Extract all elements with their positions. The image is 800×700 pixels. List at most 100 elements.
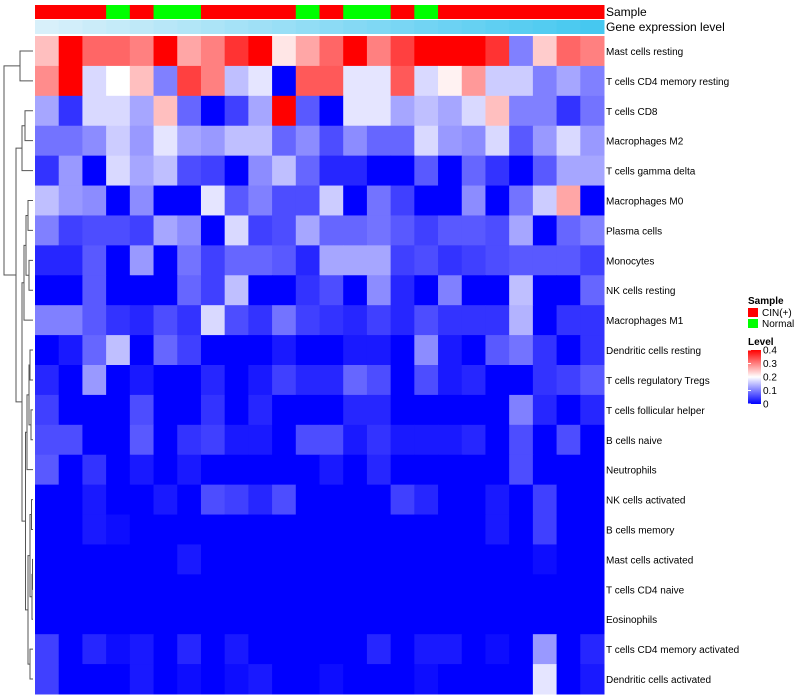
heatmap-cell	[414, 634, 439, 665]
heatmap-cell	[580, 155, 605, 187]
heatmap-cell	[580, 245, 605, 276]
heatmap-cell	[390, 36, 415, 67]
heatmap-cell	[129, 36, 155, 67]
row-label: T cells CD8	[606, 107, 658, 118]
heatmap-cell	[272, 365, 297, 396]
heatmap-cell	[461, 215, 486, 246]
heatmap-cell	[414, 394, 439, 426]
gene-expression-annotation-cell	[295, 20, 320, 34]
heatmap-cell	[319, 305, 344, 336]
heatmap-cell	[177, 664, 202, 695]
heatmap-cell	[319, 275, 344, 306]
heatmap-cell	[485, 335, 510, 366]
heatmap-cell	[509, 245, 534, 276]
heatmap-cell	[509, 394, 534, 426]
heatmap-cell	[106, 424, 131, 456]
heatmap-cell	[556, 454, 581, 486]
heatmap-cell	[35, 65, 60, 97]
heatmap-cell	[200, 335, 226, 366]
heatmap-cell	[224, 215, 249, 246]
heatmap-cell	[177, 514, 202, 545]
heatmap-cell	[556, 634, 581, 665]
dendrogram-branch	[28, 259, 33, 291]
heatmap-cell	[272, 125, 297, 157]
heatmap-cell	[248, 604, 273, 635]
heatmap-cell	[438, 634, 463, 665]
row-label: Plasma cells	[606, 226, 662, 237]
heatmap-cell	[177, 125, 202, 157]
heatmap-cell	[153, 335, 178, 366]
heatmap-cell	[295, 125, 320, 157]
heatmap-cell	[485, 95, 510, 127]
heatmap-cell	[153, 125, 178, 157]
heatmap-cell	[35, 365, 60, 396]
heatmap-cell	[224, 514, 249, 545]
heatmap-cell	[129, 65, 155, 97]
heatmap-cell	[58, 664, 83, 695]
heatmap-cell	[556, 365, 581, 396]
heatmap-cell	[200, 305, 226, 336]
heatmap-cell	[58, 365, 83, 396]
heatmap-cell	[438, 275, 463, 306]
heatmap-cell	[319, 185, 344, 216]
gene-expression-annotation-cell	[414, 20, 439, 34]
heatmap-cell	[366, 95, 392, 127]
heatmap-cell	[532, 36, 558, 67]
heatmap-cell	[200, 36, 226, 67]
heatmap-cell	[82, 514, 107, 545]
heatmap-cell	[200, 155, 226, 187]
heatmap-cell	[106, 454, 131, 486]
sample-annotation-cell	[485, 5, 510, 19]
heatmap-cell	[485, 155, 510, 187]
heatmap-cell	[390, 634, 415, 665]
heatmap-cell	[295, 65, 320, 97]
gene-expression-annotation-cell	[200, 20, 226, 34]
heatmap-cell	[272, 335, 297, 366]
heatmap-cell	[272, 185, 297, 216]
heatmap-cell	[461, 664, 486, 695]
heatmap-cell	[58, 215, 83, 246]
heatmap-cell	[82, 454, 107, 486]
gene-expression-annotation-cell	[272, 20, 297, 34]
heatmap-cell	[556, 155, 581, 187]
heatmap-cell	[319, 65, 344, 97]
heatmap-cell	[248, 155, 273, 187]
heatmap-cell	[106, 634, 131, 665]
heatmap-cell	[343, 365, 368, 396]
heatmap-cell	[532, 574, 558, 605]
heatmap-cell	[438, 185, 463, 216]
heatmap-cell	[509, 275, 534, 306]
heatmap-cell	[35, 155, 60, 187]
heatmap-cell	[366, 424, 392, 456]
heatmap-cell	[343, 335, 368, 366]
heatmap-cell	[366, 365, 392, 396]
heatmap-cell	[129, 514, 155, 545]
heatmap-cell	[319, 484, 344, 516]
heatmap-cell	[438, 335, 463, 366]
heatmap-cell	[414, 125, 439, 157]
legend: Sample CIN(+)Normal Level 0.4 0.3 0.2 0.1 0	[748, 296, 794, 411]
heatmap-cell	[414, 275, 439, 306]
heatmap-cell	[153, 36, 178, 67]
heatmap-cell	[248, 365, 273, 396]
heatmap-cell	[153, 305, 178, 336]
heatmap-cell	[177, 155, 202, 187]
heatmap-cell	[200, 574, 226, 605]
dendrogram-branch	[32, 558, 33, 590]
heatmap-cell	[82, 544, 107, 575]
heatmap-cell	[319, 634, 344, 665]
heatmap-cell	[461, 305, 486, 336]
heatmap-cell	[343, 245, 368, 276]
heatmap-cell	[35, 185, 60, 216]
heatmap-cell	[461, 514, 486, 545]
heatmap-cell	[200, 65, 226, 97]
heatmap-cell	[366, 36, 392, 67]
heatmap-cell	[556, 335, 581, 366]
heatmap-cell	[343, 65, 368, 97]
sample-annotation-cell	[129, 5, 155, 19]
heatmap-cell	[58, 125, 83, 157]
heatmap-cell	[82, 484, 107, 516]
heatmap-cell	[485, 424, 510, 456]
heatmap-cell	[248, 424, 273, 456]
sample-annotation-cell	[438, 5, 463, 19]
